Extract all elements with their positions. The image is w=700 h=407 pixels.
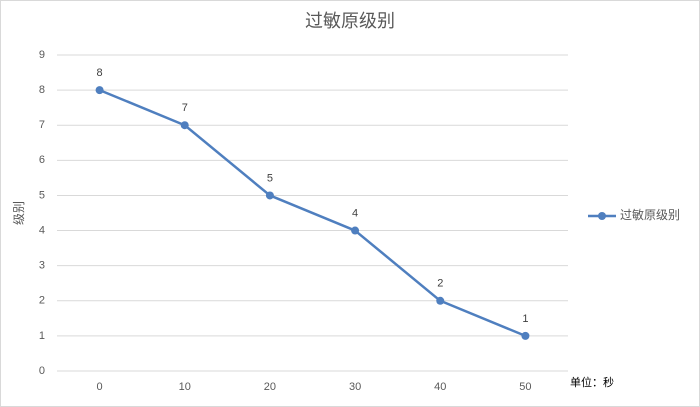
- x-tick-label: 50: [519, 381, 531, 393]
- data-point: [95, 86, 104, 95]
- y-tick-label: 3: [39, 260, 45, 272]
- y-tick-label: 6: [39, 154, 45, 166]
- data-point: [521, 331, 530, 340]
- data-label: 5: [267, 172, 273, 184]
- x-tick-label: 30: [349, 381, 361, 393]
- chart-title: 过敏原级别: [305, 11, 395, 31]
- data-label: 1: [522, 313, 528, 325]
- x-tick-label: 20: [264, 381, 276, 393]
- legend-label: 过敏原级别: [620, 207, 680, 222]
- y-tick-label: 4: [39, 224, 45, 236]
- x-tick-label: 40: [434, 381, 446, 393]
- y-tick-label: 2: [39, 295, 45, 307]
- data-label: 2: [437, 278, 443, 290]
- y-tick-label: 7: [39, 119, 45, 131]
- x-tick-label: 10: [179, 381, 191, 393]
- data-point: [180, 121, 189, 130]
- data-point: [351, 226, 360, 235]
- series-line: [99, 88, 526, 338]
- y-tick-label: 9: [39, 49, 45, 61]
- annotation: 单位：秒: [570, 375, 614, 389]
- y-tick-label: 5: [39, 189, 45, 201]
- y-axis-label: 级别: [12, 201, 26, 225]
- data-label: 8: [97, 67, 103, 79]
- data-point: [265, 191, 274, 200]
- y-tick-label: 1: [39, 330, 45, 342]
- data-label: 4: [352, 207, 358, 219]
- x-tick-label: 0: [97, 381, 103, 393]
- y-tick-label: 0: [39, 365, 45, 377]
- data-point: [436, 296, 445, 305]
- y-tick-label: 8: [39, 84, 45, 96]
- data-label: 7: [182, 102, 188, 114]
- legend-marker: [598, 212, 606, 220]
